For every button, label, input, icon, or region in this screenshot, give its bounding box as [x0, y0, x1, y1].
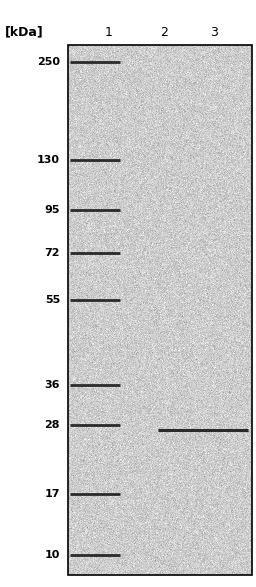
Text: 17: 17	[45, 489, 60, 499]
Text: 72: 72	[45, 248, 60, 258]
Text: [kDa]: [kDa]	[5, 25, 44, 38]
Text: 2: 2	[160, 25, 168, 39]
Bar	[68, 45, 252, 575]
Text: 3: 3	[210, 25, 218, 39]
Text: 36: 36	[45, 380, 60, 390]
Text: 28: 28	[45, 420, 60, 430]
Text: 250: 250	[37, 57, 60, 67]
Text: 95: 95	[45, 205, 60, 215]
Text: 55: 55	[45, 295, 60, 305]
Text: 1: 1	[105, 25, 113, 39]
Text: 10: 10	[45, 550, 60, 560]
Text: 130: 130	[37, 155, 60, 165]
